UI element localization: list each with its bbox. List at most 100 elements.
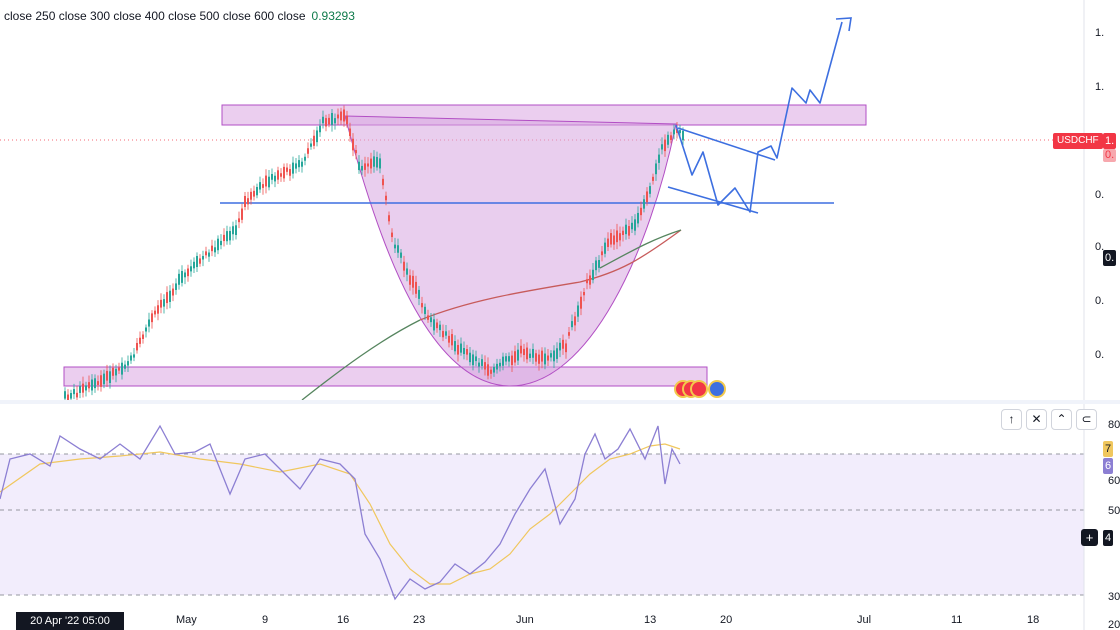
symbol-price-value: 1. (1103, 133, 1117, 149)
candle-body (235, 225, 237, 236)
candle-body (577, 305, 579, 317)
candle-body (166, 292, 168, 304)
candle-body (247, 198, 249, 205)
candle-body (658, 154, 660, 163)
time-label: 20 (720, 614, 733, 626)
time-label: Jul (857, 614, 872, 626)
candle-body (85, 385, 87, 391)
candle-body (262, 184, 264, 188)
candle-body (586, 279, 588, 284)
candle-body (229, 230, 231, 241)
price-chart[interactable]: 1. 1. 0. 0. 0. 0. (0, 0, 1120, 400)
rsi-chart[interactable]: 80 60 50 30 20 (0, 404, 1120, 630)
add-plus-button[interactable]: + (1081, 529, 1098, 546)
candle-body (325, 118, 327, 127)
candle-body (394, 244, 396, 249)
candle-body (319, 125, 321, 133)
candle-body (514, 351, 516, 363)
time-label: May (176, 614, 197, 626)
candle-body (415, 281, 417, 294)
candle-body (550, 353, 552, 358)
candle-body (442, 331, 444, 338)
projected-path[interactable] (675, 21, 843, 213)
candle-body (673, 129, 675, 135)
candle-body (286, 167, 288, 172)
candle-body (397, 245, 399, 253)
candle-body (616, 230, 618, 243)
candle-body (649, 186, 651, 194)
candle-body (244, 195, 246, 207)
collapse-icon[interactable]: ⌃ (1051, 409, 1072, 430)
more-icon[interactable]: ⊂ (1076, 409, 1097, 430)
candle-body (580, 296, 582, 309)
candle-body (106, 370, 108, 381)
candle-body (601, 251, 603, 256)
candle-body (517, 349, 519, 361)
candlestick-series (64, 105, 684, 400)
candle-body (598, 260, 600, 268)
candle-body (145, 327, 147, 332)
candle-body (391, 232, 393, 238)
candle-body (73, 389, 75, 395)
pennant-upper-line[interactable] (677, 127, 776, 161)
rsi-signal-line (0, 443, 681, 585)
candle-body (337, 114, 339, 119)
candle-body (220, 240, 222, 246)
candle-body (121, 362, 123, 375)
candle-body (283, 166, 285, 179)
candle-body (277, 170, 279, 180)
candle-body (364, 163, 366, 170)
candle-body (154, 310, 156, 315)
support-zone[interactable] (63, 366, 708, 387)
candle-body (484, 362, 486, 370)
candle-body (274, 175, 276, 182)
candle-body (184, 272, 186, 278)
time-label: 16 (337, 614, 350, 626)
time-label: 13 (644, 614, 657, 626)
candle-body (634, 219, 636, 231)
close-icon[interactable]: ✕ (1026, 409, 1047, 430)
candle-body (64, 391, 66, 399)
candle-body (565, 343, 567, 353)
legend-value: 0.93293 (311, 9, 355, 23)
candle-body (664, 139, 666, 152)
candle-body (520, 345, 522, 354)
moving-average-green-2 (599, 229, 682, 269)
candle-body (349, 128, 351, 136)
candle-body (361, 165, 363, 171)
indicator-legend[interactable]: close 250 close 300 close 400 close 500 … (4, 9, 355, 23)
candle-body (379, 158, 381, 169)
candle-body (292, 162, 294, 174)
candle-body (307, 148, 309, 154)
candle-body (409, 275, 411, 285)
candle-body (463, 347, 465, 355)
candle-body (208, 252, 210, 257)
candle-body (679, 130, 681, 134)
candle-body (280, 173, 282, 177)
candle-body (352, 138, 354, 151)
candle-body (172, 288, 174, 296)
candle-body (142, 334, 144, 339)
candle-body (157, 305, 159, 314)
candle-body (574, 316, 576, 326)
candle-body (139, 337, 141, 344)
candle-body (589, 275, 591, 285)
candle-body (595, 260, 597, 271)
pane-divider[interactable] (0, 400, 1120, 404)
candle-body (532, 348, 534, 358)
candle-body (256, 187, 258, 196)
candle-body (676, 128, 678, 133)
candle-body (223, 234, 225, 242)
candle-body (289, 169, 291, 176)
candle-body (382, 178, 384, 186)
candle-body (454, 341, 456, 352)
pennant-lower-line[interactable] (667, 186, 759, 214)
price-tick: 1. (1095, 81, 1104, 93)
candle-body (571, 321, 573, 328)
candle-body (412, 275, 414, 288)
candle-body (331, 113, 333, 125)
candle-body (424, 306, 426, 315)
move-up-icon[interactable]: ↑ (1001, 409, 1022, 430)
candle-body (271, 173, 273, 180)
price-tick: 1. (1095, 27, 1104, 39)
